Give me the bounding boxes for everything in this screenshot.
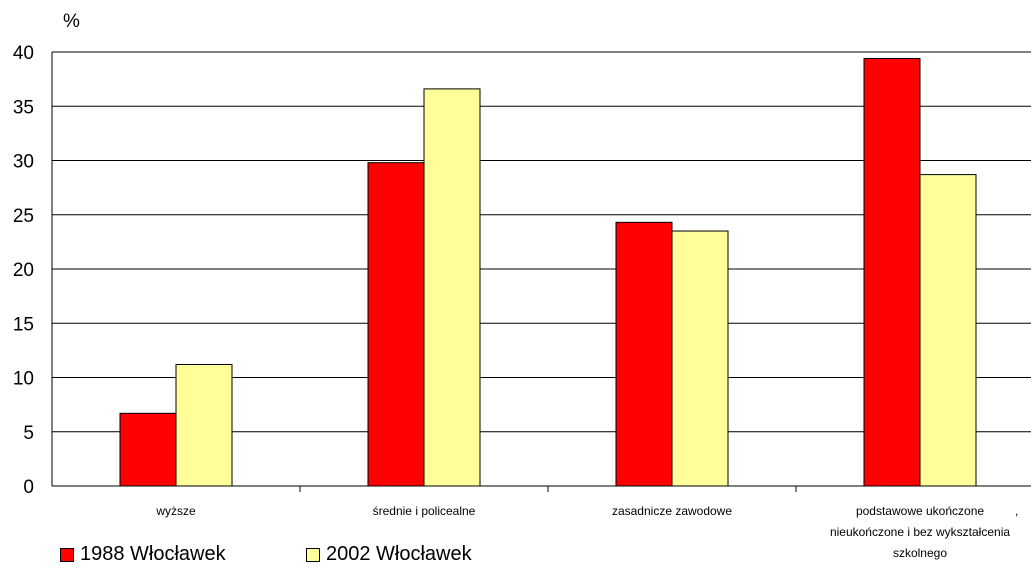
y-tick-label-0: 0 xyxy=(23,477,34,498)
category-label-3-line-2: szkolnego xyxy=(893,546,947,560)
y-tick-label-40: 40 xyxy=(13,43,34,64)
bar-2002-cat-2 xyxy=(671,230,729,487)
x-tick-marks xyxy=(299,486,797,492)
bar-2002-cat-3 xyxy=(919,174,977,487)
y-tick-label-35: 35 xyxy=(13,97,34,118)
legend-label-2002: 2002 Włocławek xyxy=(326,543,472,565)
y-tick-label-20: 20 xyxy=(13,260,34,281)
legend-item-2002: 2002 Włocławek xyxy=(306,543,472,566)
category-label-3-line-1: nieukończone i bez wykształcenia xyxy=(830,525,1010,539)
y-tick-label-10: 10 xyxy=(13,369,34,390)
category-label-0: wyższe xyxy=(155,504,196,518)
category-label-2: zasadnicze zawodowe xyxy=(612,504,732,518)
legend-swatch-2002 xyxy=(306,547,320,562)
y-tick-labels: 0 5 10 15 20 25 30 35 40 xyxy=(13,43,34,498)
y-tick-label-25: 25 xyxy=(13,206,34,227)
stray-comma: , xyxy=(1015,504,1018,518)
y-tick-label-15: 15 xyxy=(13,314,34,335)
legend-item-1988: 1988 Włocławek xyxy=(60,543,226,566)
category-label-1: średnie i policealne xyxy=(373,504,476,518)
bar-1988-cat-1 xyxy=(367,162,425,487)
category-labels: wyższe średnie i policealne zasadnicze zaw… xyxy=(155,504,1010,560)
legend-label-1988: 1988 Włocławek xyxy=(80,543,226,565)
category-label-3: podstawowe ukończone xyxy=(856,504,984,518)
legend-swatch-1988 xyxy=(60,547,74,562)
bar-1988-cat-3 xyxy=(863,58,921,487)
bar-1988-cat-0 xyxy=(119,412,177,487)
bar-2002-cat-0 xyxy=(175,363,233,487)
bars xyxy=(119,58,977,487)
bar-1988-cat-2 xyxy=(615,221,673,487)
y-tick-label-30: 30 xyxy=(13,152,34,173)
bar-2002-cat-1 xyxy=(423,88,481,487)
y-axis-label: % xyxy=(63,11,80,32)
y-tick-label-5: 5 xyxy=(23,423,34,444)
